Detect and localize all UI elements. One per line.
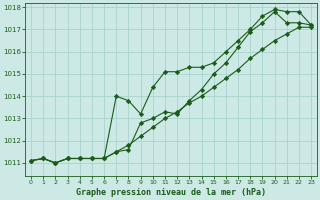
X-axis label: Graphe pression niveau de la mer (hPa): Graphe pression niveau de la mer (hPa) [76,188,266,197]
